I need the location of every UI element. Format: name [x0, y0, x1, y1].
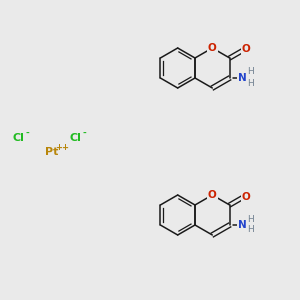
Text: O: O [242, 44, 251, 55]
Text: H: H [247, 79, 254, 88]
Text: ++: ++ [55, 142, 69, 152]
Text: H: H [247, 68, 254, 76]
Text: O: O [208, 190, 217, 200]
Text: -: - [25, 128, 29, 137]
Text: H: H [247, 214, 254, 224]
Text: Cl: Cl [69, 133, 81, 143]
Text: O: O [242, 191, 251, 202]
Text: Pt: Pt [45, 147, 59, 157]
Text: N: N [238, 220, 247, 230]
Text: Cl: Cl [12, 133, 24, 143]
Text: H: H [247, 226, 254, 235]
Text: -: - [82, 128, 86, 137]
Text: N: N [238, 73, 247, 83]
Text: O: O [208, 43, 217, 53]
